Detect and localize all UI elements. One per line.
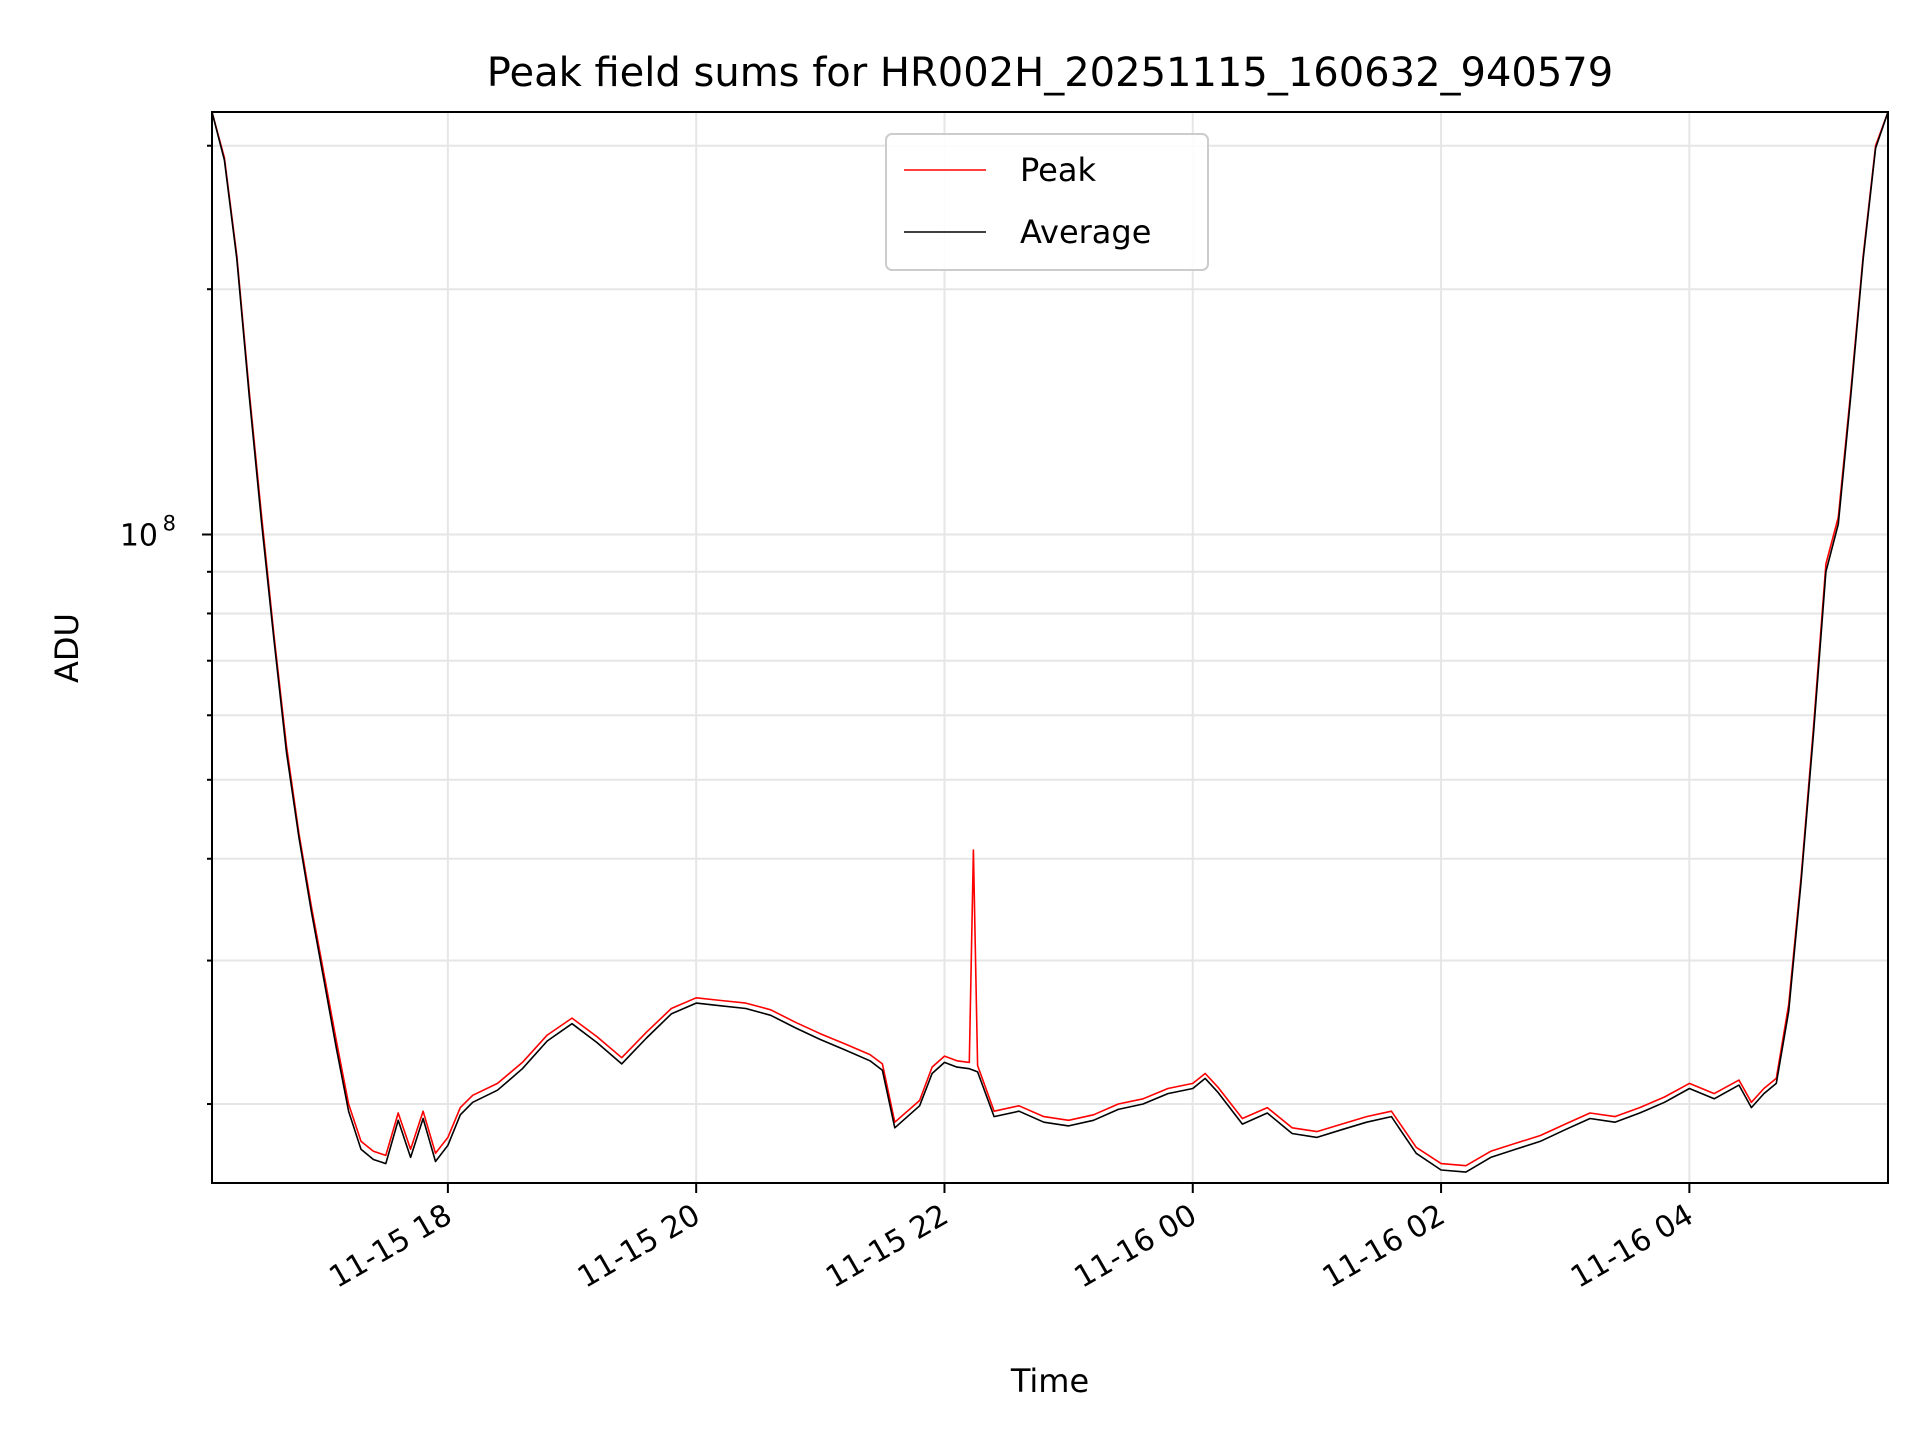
- x-axis-ticks: 11-15 18 11-15 20 11-15 22 11-16 00 11-16 02…: [324, 1183, 1699, 1296]
- legend: Peak Average: [885, 133, 1209, 271]
- legend-average-label: Average: [1020, 213, 1151, 251]
- y-tick-label: 10: [120, 518, 158, 553]
- x-axis-label: Time: [1010, 1362, 1089, 1400]
- series-line-peak: [212, 112, 1888, 1167]
- series-line-average: [212, 112, 1888, 1173]
- series-layer: [212, 112, 1888, 1173]
- legend-box: [885, 133, 1209, 271]
- legend-peak-label: Peak: [1020, 151, 1096, 189]
- chart-title: Peak field sums for HR002H_20251115_1606…: [487, 50, 1613, 96]
- y-axis-label: ADU: [48, 613, 86, 683]
- plot-area-frame: [211, 111, 1889, 1184]
- y-axis-ticks: 10 8: [120, 144, 212, 1106]
- x-tick-label: 11-16 00: [1068, 1198, 1202, 1296]
- x-tick-label: 11-16 02: [1317, 1198, 1451, 1296]
- grid: [212, 112, 1888, 1183]
- x-tick-label: 11-15 22: [820, 1198, 954, 1296]
- x-tick-label: 11-15 18: [324, 1198, 458, 1296]
- y-tick-exponent: 8: [163, 511, 176, 535]
- x-tick-label: 11-15 20: [572, 1198, 706, 1296]
- x-tick-label: 11-16 04: [1565, 1198, 1699, 1296]
